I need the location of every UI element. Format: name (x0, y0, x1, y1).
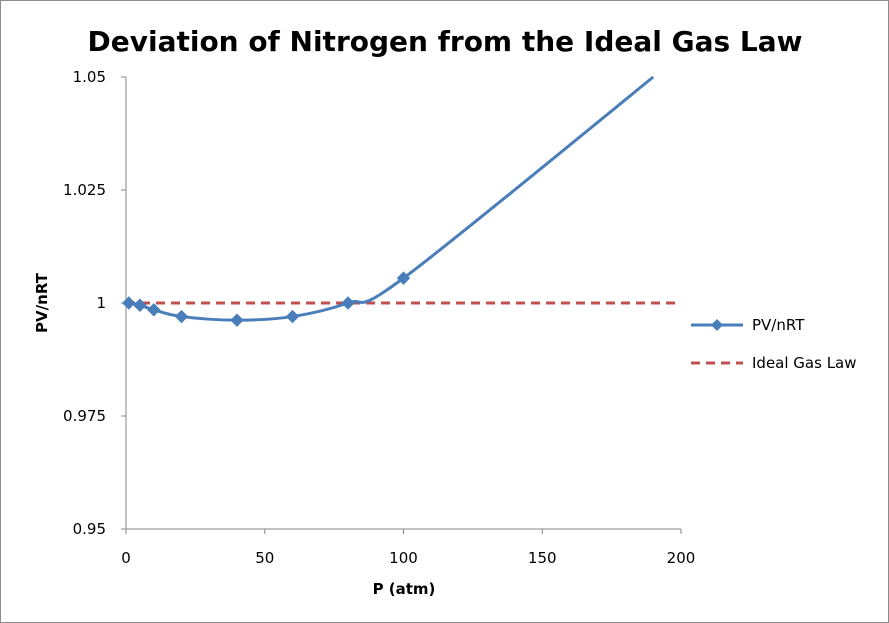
pv-data-point (341, 296, 355, 310)
pv-series (122, 75, 655, 327)
pv-data-point (133, 298, 147, 312)
legend: PV/nRT Ideal Gas Law (691, 316, 857, 372)
x-axis-title: P (atm) (373, 580, 436, 598)
pv-data-point (285, 309, 300, 324)
x-tick-label: 100 (389, 549, 418, 567)
legend-pv-label: PV/nRT (752, 316, 805, 334)
x-tick-label: 50 (255, 549, 274, 567)
y-axis-title: PV/nRT (33, 272, 51, 333)
x-tick-label: 200 (667, 549, 696, 567)
axes-layer: 0.95 0.975 1 1.025 1.05 0 50 100 150 200 (63, 68, 695, 567)
y-tick-label: 0.95 (73, 520, 106, 538)
pv-data-point (147, 303, 161, 317)
pv-data-point (230, 313, 244, 327)
pv-data-point (174, 309, 189, 324)
legend-ideal-label: Ideal Gas Law (752, 354, 857, 372)
x-tick-label: 0 (121, 549, 131, 567)
legend-pv-marker (711, 319, 723, 331)
pv-line (128, 75, 655, 322)
y-tick-label: 1.05 (73, 68, 106, 86)
pv-data-point (396, 271, 411, 285)
y-tick-label: 0.975 (63, 407, 106, 425)
y-tick-label: 1.025 (63, 181, 106, 199)
chart-title: Deviation of Nitrogen from the Ideal Gas… (87, 25, 802, 58)
y-tick-label: 1 (96, 294, 106, 312)
pv-data-point (122, 296, 136, 310)
x-tick-label: 150 (528, 549, 557, 567)
